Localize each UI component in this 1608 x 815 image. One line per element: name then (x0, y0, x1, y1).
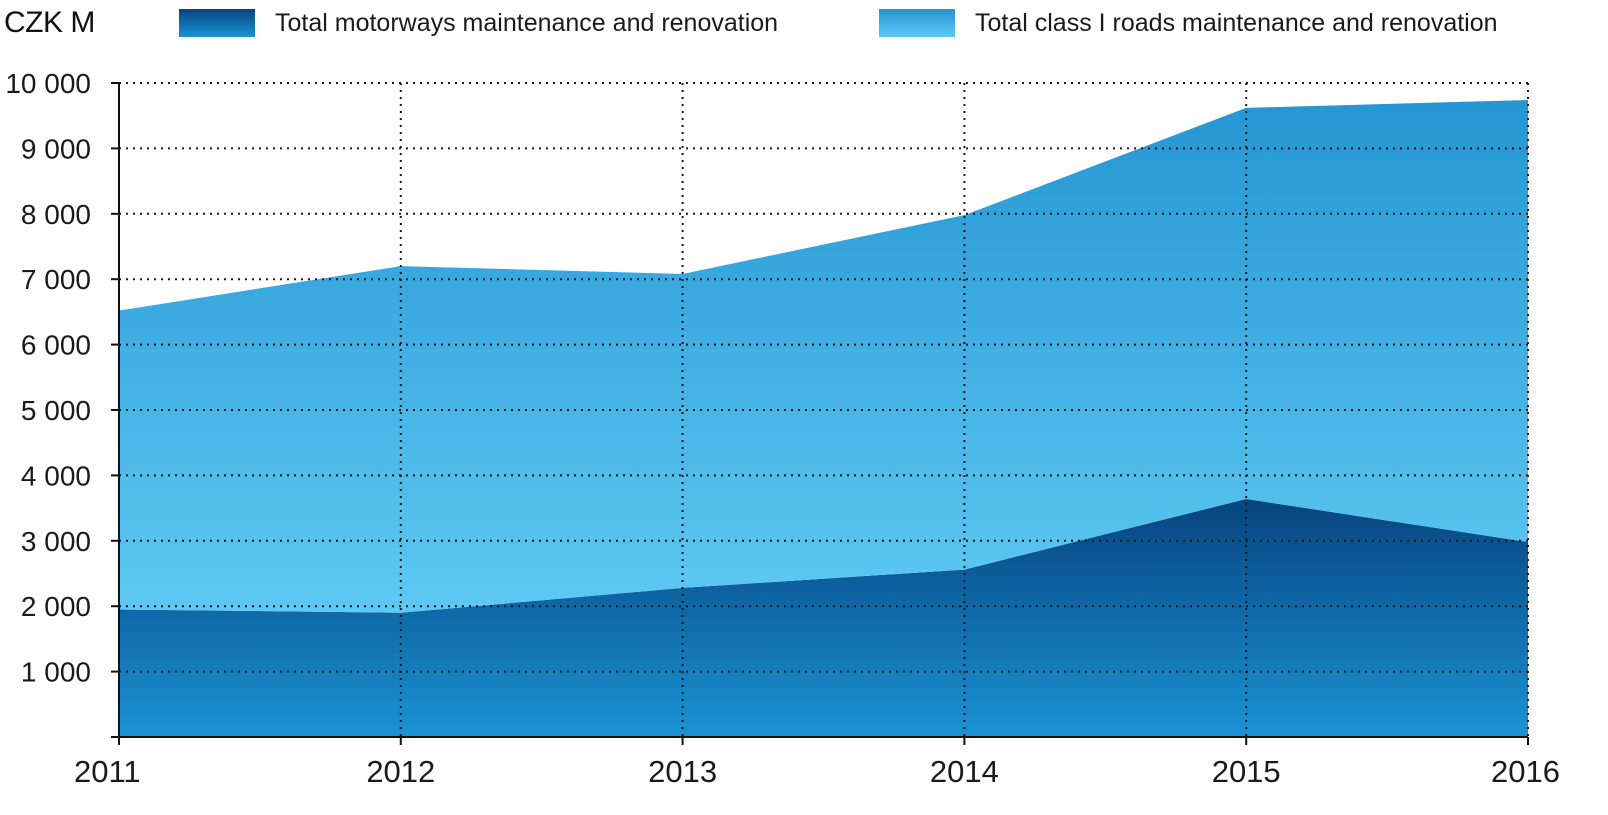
y-tick-label: 3 000 (21, 526, 91, 557)
x-tick-label: 2014 (930, 754, 999, 789)
y-unit-label: CZK M (4, 6, 95, 39)
x-tick-label: 2016 (1491, 754, 1560, 789)
x-tick-label: 2013 (648, 754, 717, 789)
axes-layer: 1 000 2 000 3 000 4 000 5 000 6 000 7 000 8 000… (5, 68, 1560, 789)
legend-swatch-motorways (179, 9, 255, 37)
y-tick-label: 7 000 (21, 264, 91, 295)
y-tick-label: 10 000 (5, 68, 91, 99)
y-tick-label: 5 000 (21, 395, 91, 426)
area-layer (119, 100, 1528, 737)
x-tick-label: 2015 (1212, 754, 1281, 789)
y-tick-label: 8 000 (21, 199, 91, 230)
legend-swatch-class1-roads (879, 9, 955, 37)
y-tick-label: 2 000 (21, 591, 91, 622)
area-series-0 (119, 498, 1528, 737)
y-tick-label: 4 000 (21, 460, 91, 491)
x-tick-label: 2011 (74, 754, 141, 789)
y-tick-label: 9 000 (21, 133, 91, 164)
y-tick-label: 6 000 (21, 330, 91, 361)
legend-label-class1-roads: Total class I roads maintenance and reno… (975, 9, 1498, 37)
area-series-1 (119, 100, 1528, 613)
x-tick-label: 2012 (366, 754, 435, 789)
legend-label-motorways: Total motorways maintenance and renovati… (275, 9, 779, 37)
y-tick-label: 1 000 (21, 657, 91, 688)
